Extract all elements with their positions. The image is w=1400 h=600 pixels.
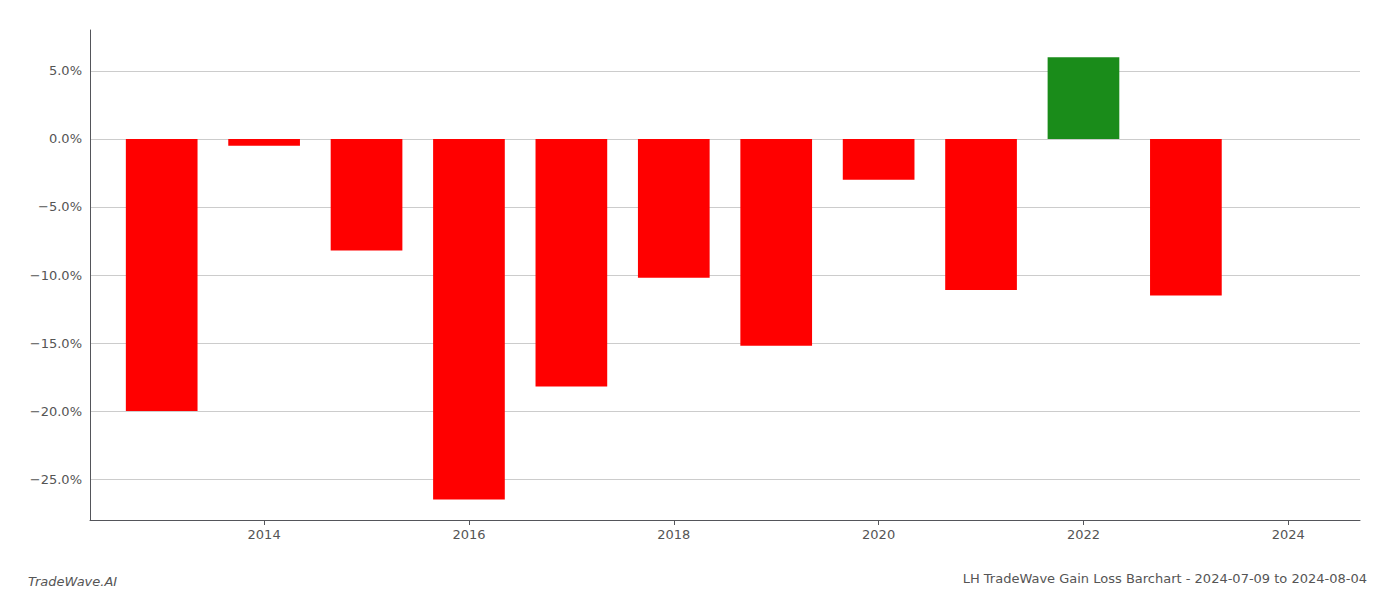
svg-text:−20.0%: −20.0% bbox=[30, 404, 82, 419]
svg-text:2016: 2016 bbox=[452, 527, 485, 542]
svg-text:LH TradeWave Gain Loss Barchar: LH TradeWave Gain Loss Barchart - 2024-0… bbox=[963, 571, 1367, 586]
svg-text:5.0%: 5.0% bbox=[49, 63, 82, 78]
svg-text:2024: 2024 bbox=[1272, 527, 1305, 542]
svg-text:2020: 2020 bbox=[862, 527, 895, 542]
svg-text:0.0%: 0.0% bbox=[49, 131, 82, 146]
svg-text:TradeWave.AI: TradeWave.AI bbox=[28, 574, 117, 589]
svg-text:2014: 2014 bbox=[248, 527, 281, 542]
svg-text:−25.0%: −25.0% bbox=[30, 472, 82, 487]
svg-text:−15.0%: −15.0% bbox=[30, 336, 82, 351]
svg-text:−5.0%: −5.0% bbox=[38, 199, 82, 214]
svg-text:−10.0%: −10.0% bbox=[30, 268, 82, 283]
svg-text:2018: 2018 bbox=[657, 527, 690, 542]
svg-text:2022: 2022 bbox=[1067, 527, 1100, 542]
